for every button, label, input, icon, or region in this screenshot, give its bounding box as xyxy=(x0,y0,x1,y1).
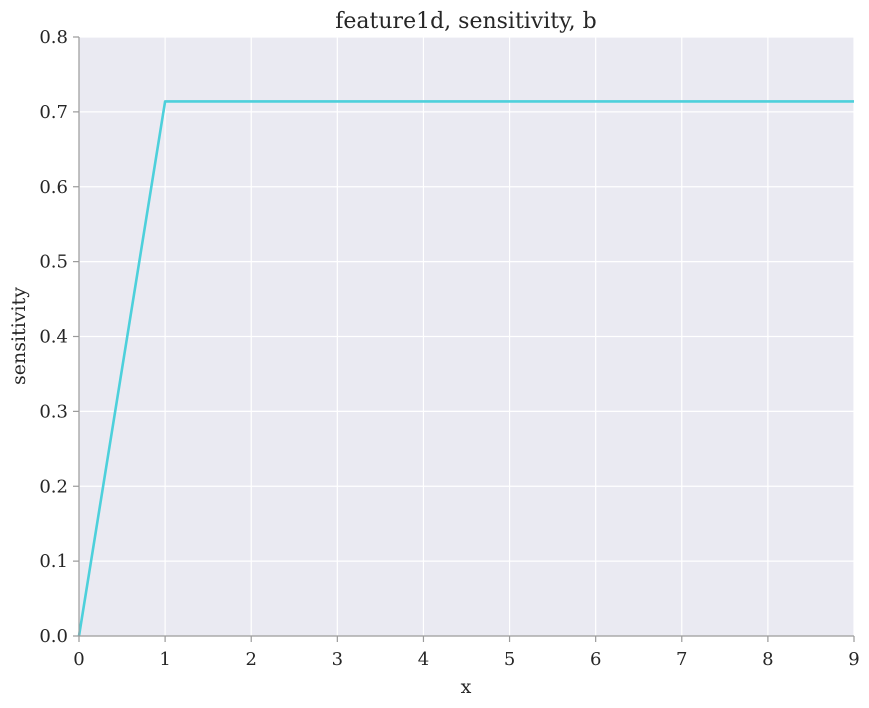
y-axis-ticks: 0.0 0.1 0.2 0.3 0.4 0.5 0.6 0.7 0.8 xyxy=(39,27,79,647)
x-tick-label: 1 xyxy=(159,649,170,670)
y-tick-label: 0.6 xyxy=(39,177,68,198)
x-axis-ticks: 0 1 2 3 4 5 6 7 8 9 xyxy=(73,636,860,670)
x-tick-label: 2 xyxy=(245,649,256,670)
x-tick-label: 5 xyxy=(504,649,515,670)
series-line xyxy=(77,100,854,637)
y-tick-label: 0.1 xyxy=(39,551,68,572)
y-tick-label: 0.2 xyxy=(39,476,68,497)
x-tick-label: 3 xyxy=(332,649,343,670)
x-tick-label: 0 xyxy=(73,649,84,670)
x-tick-label: 8 xyxy=(762,649,773,670)
y-tick-label: 0.5 xyxy=(39,252,68,273)
x-axis-label: x xyxy=(461,676,472,698)
x-tick-label: 7 xyxy=(676,649,687,670)
y-tick-label: 0.4 xyxy=(39,327,68,348)
x-tick-label: 9 xyxy=(848,649,859,670)
y-tick-label: 0.7 xyxy=(39,102,68,123)
y-tick-label: 0.8 xyxy=(39,27,68,48)
series-layer xyxy=(77,100,854,637)
y-tick-label: 0.3 xyxy=(39,401,68,422)
x-tick-label: 4 xyxy=(418,649,429,670)
x-tick-label: 6 xyxy=(590,649,601,670)
y-tick-label: 0.0 xyxy=(39,626,68,647)
y-axis-label: sensitivity xyxy=(8,287,30,385)
chart-title: feature1d, sensitivity, b xyxy=(335,9,596,34)
